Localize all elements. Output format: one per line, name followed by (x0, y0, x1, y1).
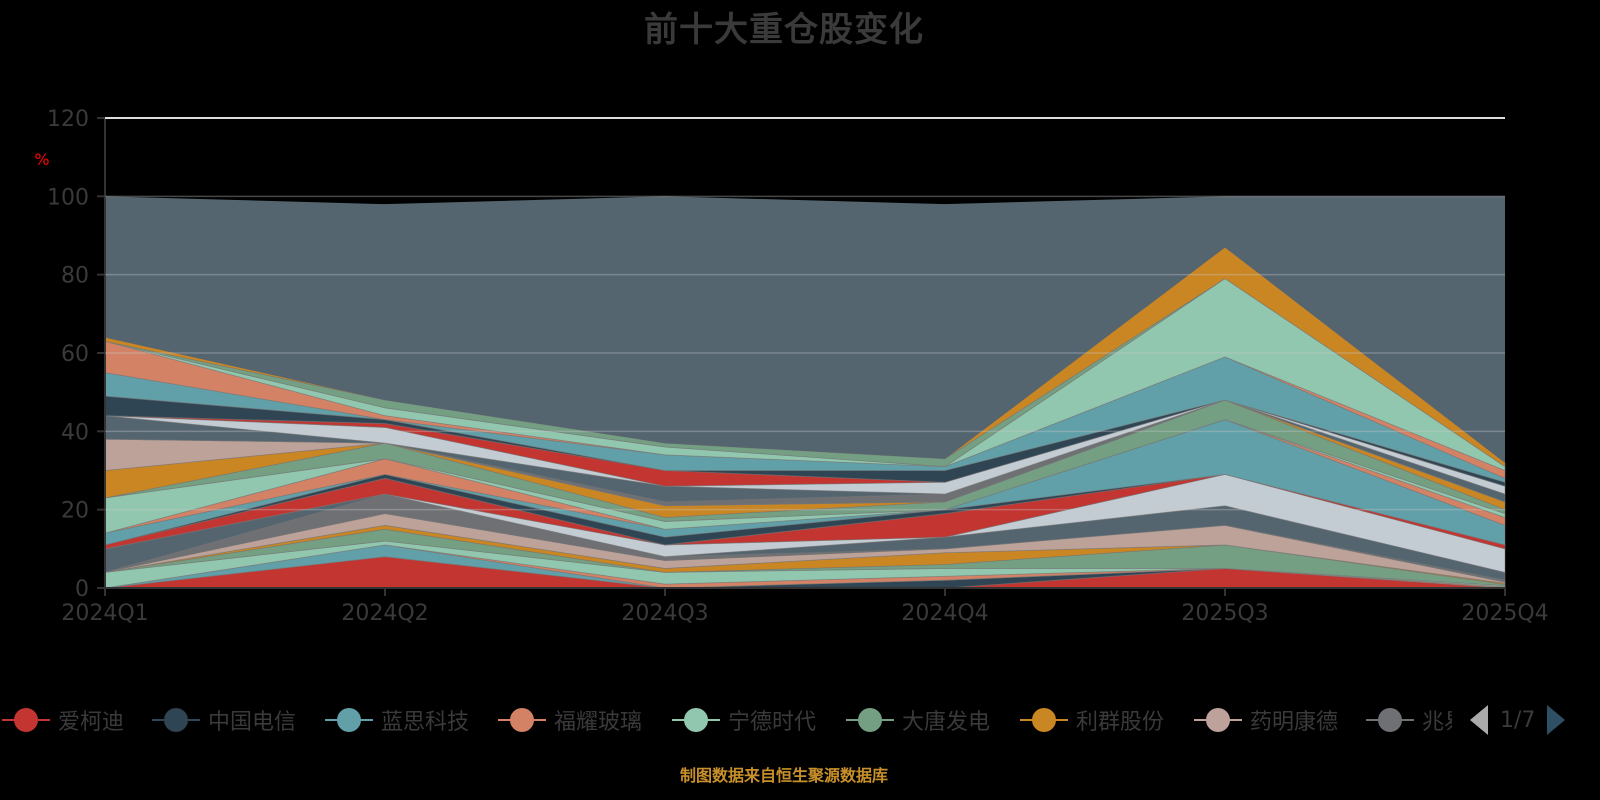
pager-next-icon[interactable] (1547, 705, 1566, 735)
legend-marker-icon (1366, 708, 1414, 732)
legend-marker-icon (846, 708, 894, 732)
x-tick-label: 2024Q3 (621, 601, 708, 626)
legend-item[interactable]: 利群股份 (1020, 700, 1164, 740)
legend-item[interactable]: 宁德时代 (672, 700, 816, 740)
legend-label: 大唐发电 (902, 710, 991, 735)
legend-marker-icon (2, 708, 50, 732)
y-axis-unit: % (34, 150, 49, 169)
legend-label: 福耀玻璃 (554, 710, 643, 735)
x-tick-label: 2025Q3 (1181, 601, 1268, 626)
x-tick-label: 2024Q2 (341, 601, 428, 626)
legend-label: 中国电信 (208, 710, 297, 735)
x-tick-label: 2025Q4 (1461, 601, 1548, 626)
legend-marker-icon (672, 708, 720, 732)
legend-marker-icon (1194, 708, 1242, 732)
legend-item[interactable]: 中国电信 (152, 700, 296, 740)
legend-marker-icon (1020, 708, 1068, 732)
legend-label: 爱柯迪 (58, 710, 125, 735)
gridlines (105, 117, 1505, 511)
area-layer (105, 196, 1505, 463)
legend-marker-icon (498, 708, 546, 732)
legend-label: 药明康德 (1250, 710, 1339, 735)
axes: 0 20 40 60 80 100 120% 2024Q1 2024Q2 2024Q3 2024Q4… (34, 107, 1548, 626)
x-tick-label: 2024Q1 (61, 601, 148, 626)
legend-label: 利群股份 (1076, 710, 1165, 735)
pager-prev-icon[interactable] (1470, 705, 1488, 735)
legend-item[interactable]: 兆易 (1366, 700, 1452, 740)
legend-pager: 1/7 (1470, 700, 1566, 740)
chart-title: 前十大重仓股变化 (644, 10, 924, 50)
area-layers (104, 196, 1506, 589)
legend-label: 蓝思科技 (381, 710, 470, 735)
legend-label: 宁德时代 (728, 710, 817, 735)
y-tick-label: 0 (75, 577, 89, 602)
y-tick-label: 20 (61, 499, 89, 524)
legend-label: 兆易 (1422, 710, 1452, 735)
legend-marker-icon (152, 708, 200, 732)
y-tick-label: 80 (61, 264, 89, 289)
stacked-area-chart: 0 20 40 60 80 100 120% 2024Q1 2024Q2 2024Q3 2024Q4… (34, 107, 1548, 626)
y-tick-label: 100 (47, 185, 89, 210)
legend-item[interactable]: 福耀玻璃 (498, 700, 642, 740)
legend-item[interactable]: 蓝思科技 (325, 700, 469, 740)
y-tick-label: 40 (61, 420, 89, 445)
legend-marker-icon (325, 708, 373, 732)
legend-item[interactable]: 大唐发电 (846, 700, 990, 740)
legend-item[interactable]: 爱柯迪 (2, 700, 124, 740)
x-tick-label: 2024Q4 (901, 601, 988, 626)
pager-text: 1/7 (1500, 707, 1536, 733)
y-tick-label: 120 (47, 107, 89, 132)
source-footer: 制图数据来自恒生聚源数据库 (679, 766, 888, 785)
legend: 爱柯迪 中国电信 蓝思科技 福耀玻璃 宁德时代 大唐发电 利群股份 药明康德 兆易 (0, 700, 1600, 740)
y-tick-label: 60 (61, 342, 89, 367)
legend-item[interactable]: 药明康德 (1194, 700, 1338, 740)
